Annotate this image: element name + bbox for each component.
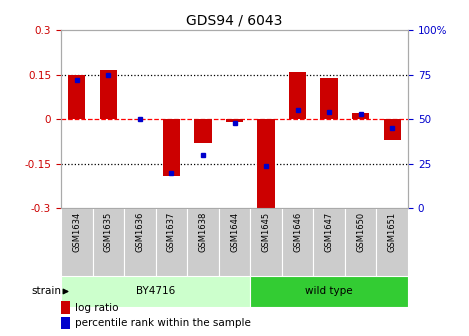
Bar — [124, 208, 156, 276]
Bar — [345, 208, 377, 276]
Text: GSM1644: GSM1644 — [230, 212, 239, 252]
Text: GSM1637: GSM1637 — [167, 212, 176, 252]
Bar — [250, 276, 408, 307]
Text: GSM1646: GSM1646 — [293, 212, 302, 252]
Text: GSM1635: GSM1635 — [104, 212, 113, 252]
Text: percentile rank within the sample: percentile rank within the sample — [75, 318, 251, 328]
Text: GSM1647: GSM1647 — [325, 212, 333, 252]
Text: log ratio: log ratio — [75, 303, 118, 313]
Bar — [313, 208, 345, 276]
Bar — [68, 75, 85, 119]
Bar — [282, 208, 313, 276]
Bar — [194, 119, 212, 143]
Text: GSM1651: GSM1651 — [388, 212, 397, 252]
Text: GSM1650: GSM1650 — [356, 212, 365, 252]
Bar — [320, 78, 338, 119]
Bar — [257, 119, 275, 208]
Text: wild type: wild type — [305, 287, 353, 296]
Text: GSM1634: GSM1634 — [72, 212, 81, 252]
Bar — [187, 208, 219, 276]
Text: BY4716: BY4716 — [136, 287, 175, 296]
Bar — [99, 70, 117, 119]
Text: GSM1636: GSM1636 — [136, 212, 144, 252]
Bar — [92, 208, 124, 276]
Bar — [61, 208, 92, 276]
Bar — [163, 119, 180, 176]
Bar — [61, 276, 250, 307]
Bar — [219, 208, 250, 276]
Bar — [289, 72, 306, 119]
Title: GDS94 / 6043: GDS94 / 6043 — [186, 14, 283, 28]
Text: GSM1638: GSM1638 — [198, 212, 207, 252]
Bar — [384, 119, 401, 140]
Bar — [61, 301, 69, 314]
Bar — [226, 119, 243, 122]
Bar — [352, 113, 370, 119]
Text: strain: strain — [31, 287, 61, 296]
Bar — [377, 208, 408, 276]
Bar — [250, 208, 282, 276]
Bar — [156, 208, 187, 276]
Bar — [61, 317, 69, 329]
Text: GSM1645: GSM1645 — [262, 212, 271, 252]
